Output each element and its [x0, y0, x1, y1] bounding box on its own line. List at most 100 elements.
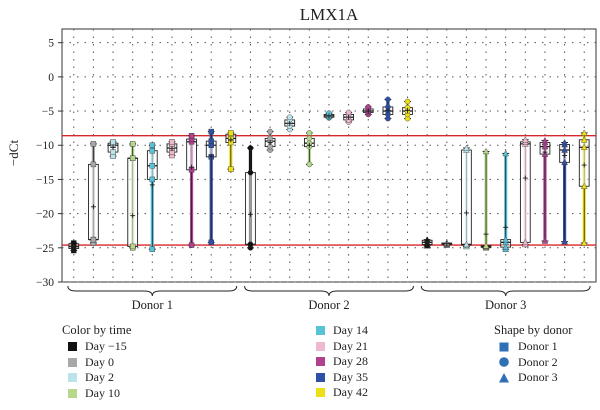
- box-plot-5: [146, 142, 158, 252]
- shape-legend: Shape by donor Donor 1 Donor 2 Donor 3: [494, 323, 572, 386]
- group-label: Donor 2: [308, 298, 349, 312]
- data-point: [267, 128, 273, 135]
- box-plot-19: [421, 236, 433, 249]
- data-point: [561, 139, 568, 146]
- data-point: [521, 136, 529, 143]
- data-point: [149, 176, 156, 183]
- y-tick-label: −25: [36, 243, 54, 255]
- data-point: [502, 150, 510, 157]
- data-point: [404, 98, 411, 105]
- box-plot-21: [461, 144, 472, 250]
- y-axis-label: −dCt: [6, 140, 21, 167]
- time-legend-col-1: Day −15 Day 0 Day 2 Day 10: [62, 339, 312, 401]
- swatch-day-10: [68, 388, 77, 398]
- swatch-day-14: [316, 326, 325, 336]
- legend-label: Day 2: [85, 370, 114, 385]
- box: [88, 163, 99, 241]
- data-point: [90, 161, 97, 168]
- data-point: [385, 96, 391, 103]
- data-point: [188, 242, 195, 248]
- y-tick-label: 5: [48, 38, 54, 50]
- box-plot-17: [382, 96, 394, 122]
- data-point: [580, 143, 588, 150]
- data-point: [580, 136, 588, 143]
- data-point: [561, 146, 568, 153]
- data-point: [228, 130, 234, 136]
- data-point: [129, 155, 136, 161]
- data-point: [208, 239, 214, 246]
- box: [519, 141, 531, 243]
- legend-item-donor-1: Donor 1: [494, 339, 572, 355]
- box-plot-3: [107, 139, 119, 159]
- data-point: [188, 132, 195, 139]
- data-point: [129, 141, 136, 147]
- box-plot-27: [578, 129, 590, 246]
- data-point: [90, 141, 97, 147]
- legend-label: Donor 2: [518, 354, 558, 369]
- data-point: [247, 169, 254, 176]
- data-point: [541, 137, 549, 144]
- swatch-day-21: [316, 341, 325, 351]
- data-point: [110, 149, 116, 155]
- legend-item-day-28: Day 28: [310, 354, 368, 370]
- box-plot-23: [500, 150, 512, 252]
- box-plot-10: [245, 145, 256, 251]
- plot-area: 5 0 −5 −10 −15 −20 −25 −30 Donor 1 Donor 2 Donor 3: [36, 28, 597, 312]
- swatch-day-28: [316, 357, 325, 367]
- box-plot-22: [480, 147, 492, 251]
- swatch-day-2: [68, 373, 77, 383]
- time-legend: Color by time Day −15 Day 0 Day 2 Day 10: [62, 323, 312, 401]
- shape-legend-title: Shape by donor: [494, 323, 573, 337]
- legend-item-day-minus-15: Day −15: [62, 339, 312, 355]
- box-plot-16: [362, 104, 374, 118]
- box-plot-14: [323, 110, 335, 121]
- data-point: [228, 166, 234, 172]
- box-plot-11: [264, 128, 276, 153]
- legend-label: Donor 1: [518, 339, 558, 354]
- data-point: [580, 239, 588, 246]
- box: [245, 172, 256, 245]
- y-tick-label: −10: [36, 140, 54, 152]
- data-point: [169, 139, 175, 145]
- data-point: [482, 242, 490, 249]
- group-label: Donor 1: [132, 298, 173, 312]
- box: [127, 157, 139, 247]
- data-point: [580, 129, 588, 136]
- data-point: [247, 145, 254, 151]
- data-point: [561, 238, 568, 245]
- legend-label: Day 21: [333, 338, 368, 353]
- swatch-day-35: [316, 372, 325, 382]
- data-point: [541, 143, 549, 150]
- data-point: [306, 130, 313, 136]
- box-plot-2: [88, 141, 99, 246]
- box-plot-26: [559, 139, 570, 245]
- box-plot-18: [402, 98, 413, 122]
- group-label: Donor 3: [485, 298, 526, 312]
- data-point: [482, 147, 490, 155]
- swatch-day-0: [68, 357, 77, 367]
- group-brace: [244, 285, 414, 297]
- box-plot-7: [186, 132, 197, 248]
- square-icon: [499, 342, 509, 352]
- data-point: [247, 241, 254, 248]
- y-tick-label: −5: [42, 106, 54, 118]
- box-plot-1: [68, 240, 80, 254]
- box-plot-4: [127, 141, 139, 251]
- box-plot-12: [284, 114, 296, 133]
- data-point: [561, 158, 568, 166]
- data-point: [129, 243, 136, 250]
- data-point: [580, 182, 588, 189]
- box-plot-20: [441, 239, 453, 248]
- legend-label: Day 42: [333, 385, 368, 400]
- data-point: [149, 246, 156, 252]
- data-point: [90, 236, 97, 243]
- box-plot-24: [519, 136, 531, 248]
- legend-item-day-14: Day 14: [310, 323, 368, 339]
- box-plot-9: [225, 130, 237, 172]
- data-point: [345, 109, 352, 116]
- data-point: [149, 142, 156, 148]
- legend-item-donor-3: Donor 3: [494, 370, 572, 386]
- y-tick-label: 0: [48, 72, 54, 84]
- data-point: [110, 139, 116, 145]
- box-plot-8: [205, 128, 217, 246]
